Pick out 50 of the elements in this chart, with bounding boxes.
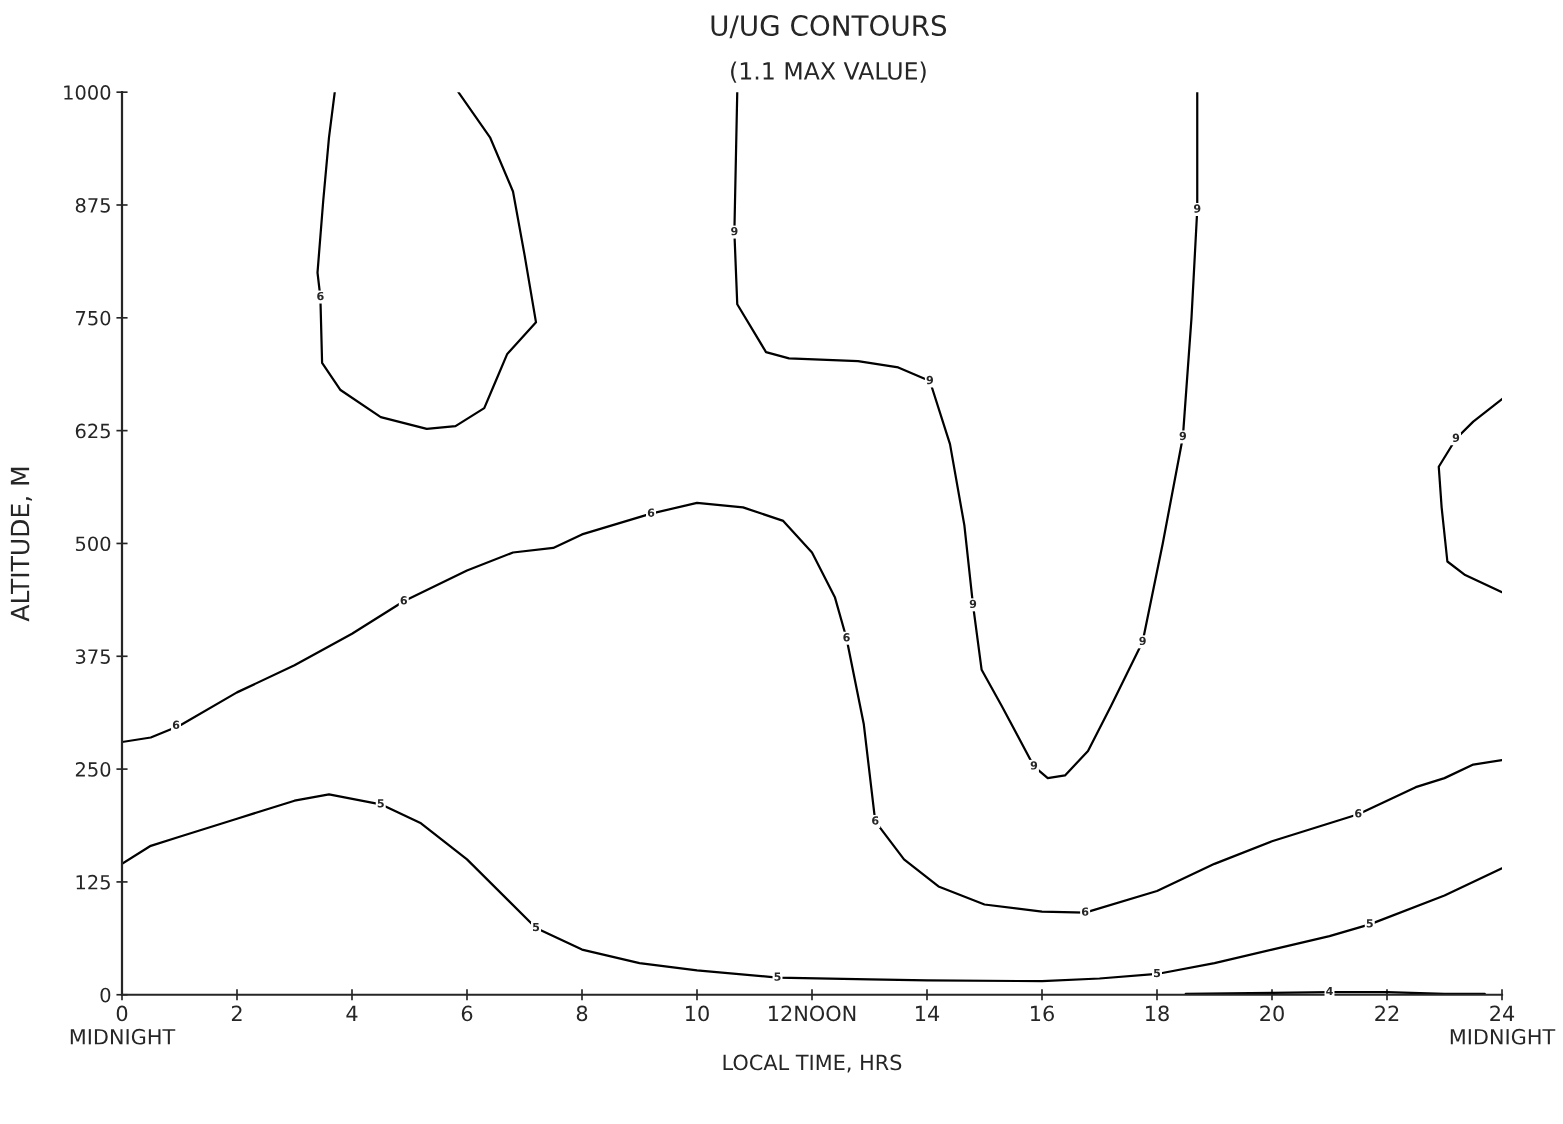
y-tick-label: 1000 <box>64 85 111 100</box>
annotation: 6 <box>1081 907 1089 916</box>
y-tick-label: 125 <box>76 874 110 890</box>
annotation: 9 <box>969 599 977 609</box>
annotation: 6 <box>647 508 655 517</box>
y-tick-label: 250 <box>75 762 111 777</box>
annotation: 6 <box>172 720 180 729</box>
line-series <box>1437 397 1502 594</box>
annotation: 9 <box>731 226 738 236</box>
x-tick-label: 10 <box>686 1005 709 1022</box>
y-tick-label: 500 <box>75 536 111 552</box>
annotation: 5 <box>377 799 384 808</box>
x-tick-label: 18 <box>1146 1005 1169 1022</box>
annotation: 5 <box>774 972 781 981</box>
x-tick-label: 2 <box>231 1005 242 1021</box>
y-tick-label: 750 <box>76 310 111 326</box>
line-series <box>315 92 538 430</box>
chart-subtitle: (1.1 MAX VALUE) <box>731 61 926 83</box>
x-tick-label: 24 MIDNIGHT <box>1450 1005 1556 1045</box>
annotation: 9 <box>1452 433 1460 442</box>
x-tick-label: 14 <box>916 1005 940 1021</box>
x-tick-label: 16 <box>1031 1005 1054 1022</box>
x-tick-label: 6 <box>461 1005 473 1022</box>
x-tick-label: 8 <box>576 1005 588 1022</box>
annotation: 6 <box>400 596 408 605</box>
annotation: 6 <box>1355 809 1362 818</box>
x-tick-label: 4 <box>346 1005 358 1021</box>
annotation: 9 <box>1193 204 1201 213</box>
annotation: 9 <box>926 375 934 385</box>
x-tick-label: 20 <box>1260 1005 1284 1022</box>
annotation: 5 <box>532 922 540 932</box>
annotation: 4 <box>1326 987 1333 996</box>
y-tick-label: 625 <box>75 423 110 439</box>
annotation: 6 <box>843 633 850 642</box>
y-axis-title: ALTITUDE, M <box>10 467 33 622</box>
y-tick-label: 0 <box>100 987 111 1003</box>
x-tick-label: 22 <box>1375 1005 1399 1021</box>
annotation: 9 <box>1139 636 1146 646</box>
annotation: 9 <box>1030 761 1038 770</box>
chart-title: U/UG CONTOURS <box>711 15 947 39</box>
x-axis-title: LOCAL TIME, HRS <box>723 1054 902 1073</box>
annotation: 5 <box>1153 968 1161 978</box>
y-tick-label: 375 <box>75 649 110 664</box>
annotation: 6 <box>872 816 879 825</box>
y-tick-label: 875 <box>75 197 110 213</box>
annotation: 9 <box>1179 431 1187 441</box>
x-tick-label: 0 MIDNIGHT <box>70 1005 176 1045</box>
annotation: 5 <box>1366 919 1373 928</box>
x-tick-label: 12NOON <box>769 1005 856 1022</box>
annotation: 6 <box>317 291 324 301</box>
